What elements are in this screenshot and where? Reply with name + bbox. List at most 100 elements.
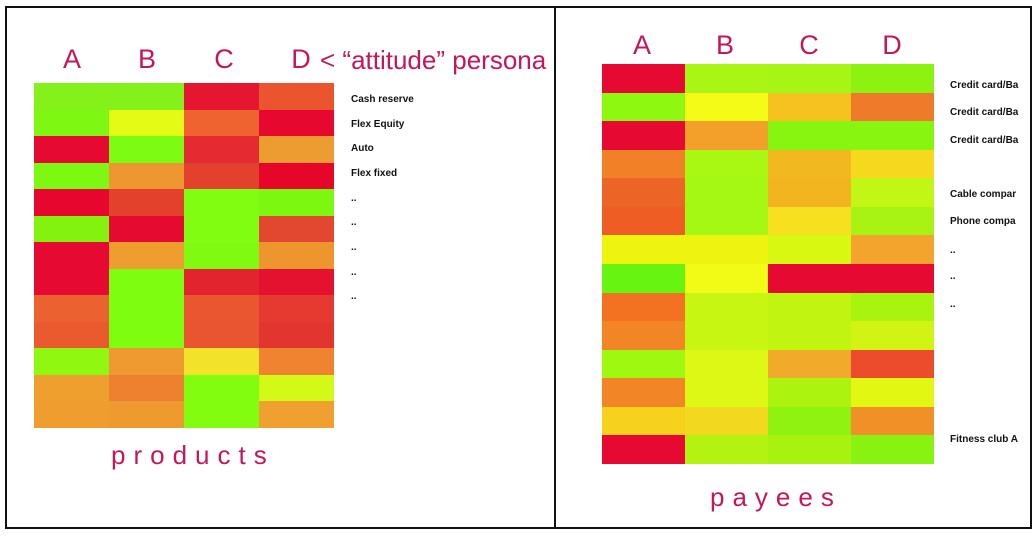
payees-cell-r13-d [851, 407, 934, 435]
payees-cell-r7-c [768, 235, 851, 264]
products-cell-r9-d [259, 295, 334, 322]
products-cell-r2-c [184, 110, 259, 136]
payees-heatmap-grid [602, 64, 934, 464]
payees-cell-r4-b [685, 150, 768, 178]
products-cell-r12-a [34, 375, 109, 401]
payees-cell-r14-a [602, 435, 685, 464]
products-cell-r5-c [184, 189, 259, 216]
products-cell-r9-a [34, 295, 109, 322]
products-cell-r5-d [259, 189, 334, 216]
products-column-label-d: D [291, 44, 311, 74]
products-cell-r7-c [184, 242, 259, 269]
products-column-label-a: A [62, 44, 82, 74]
products-cell-r8-b [109, 269, 184, 295]
payees-cell-r9-b [685, 293, 768, 321]
payees-cell-r13-a [602, 407, 685, 435]
payees-cell-r7-a [602, 235, 685, 264]
products-row-label: .. [351, 217, 357, 228]
payees-cell-r8-b [685, 264, 768, 293]
payees-cell-r5-b [685, 178, 768, 207]
products-axis-title: products [111, 440, 275, 470]
payees-cell-r3-d [851, 121, 934, 150]
products-cell-r4-a [34, 163, 109, 189]
products-row-label: Auto [351, 143, 374, 154]
payees-cell-r6-a [602, 207, 685, 235]
products-column-label-c: C [214, 44, 234, 74]
products-cell-r13-d [259, 401, 334, 428]
payees-cell-r3-b [685, 121, 768, 150]
payees-cell-r5-c [768, 178, 851, 207]
products-cell-r8-a [34, 269, 109, 295]
payees-cell-r12-d [851, 378, 934, 407]
payees-cell-r1-d [851, 64, 934, 93]
payees-cell-r8-a [602, 264, 685, 293]
payees-cell-r1-b [685, 64, 768, 93]
products-cell-r11-d [259, 348, 334, 375]
products-cell-r8-c [184, 269, 259, 295]
products-column-label-b: B [137, 44, 157, 74]
products-cell-r1-b [109, 83, 184, 110]
payees-cell-r8-c [768, 264, 851, 293]
products-cell-r12-d [259, 375, 334, 401]
products-cell-r3-b [109, 136, 184, 163]
payees-cell-r14-b [685, 435, 768, 464]
products-cell-r2-a [34, 110, 109, 136]
payees-cell-r9-d [851, 293, 934, 321]
products-cell-r10-d [259, 322, 334, 348]
products-cell-r7-b [109, 242, 184, 269]
payees-column-label-a: A [632, 30, 652, 60]
payees-row-label: .. [950, 299, 956, 310]
products-row-label: .. [351, 291, 357, 302]
products-cell-r2-b [109, 110, 184, 136]
payees-cell-r1-a [602, 64, 685, 93]
products-heatmap-grid [34, 83, 334, 428]
payees-column-label-c: C [799, 30, 819, 60]
products-cell-r13-a [34, 401, 109, 428]
payees-row-label: .. [950, 271, 956, 282]
products-cell-r11-c [184, 348, 259, 375]
products-cell-r1-a [34, 83, 109, 110]
payees-cell-r6-b [685, 207, 768, 235]
products-row-label: .. [351, 267, 357, 278]
products-row-label: Flex fixed [351, 168, 398, 179]
products-cell-r10-b [109, 322, 184, 348]
payees-cell-r5-d [851, 178, 934, 207]
payees-row-label: .. [950, 245, 956, 256]
products-cell-r1-d [259, 83, 334, 110]
products-cell-r9-c [184, 295, 259, 322]
payees-cell-r7-d [851, 235, 934, 264]
payees-axis-title: payees [710, 482, 842, 512]
payees-cell-r4-a [602, 150, 685, 178]
payees-row-label: Credit card/Ba [950, 107, 1019, 118]
payees-cell-r14-d [851, 435, 934, 464]
products-cell-r10-a [34, 322, 109, 348]
payees-cell-r7-b [685, 235, 768, 264]
payees-cell-r12-b [685, 378, 768, 407]
payees-row-label: Credit card/Ba [950, 80, 1019, 91]
payees-cell-r9-a [602, 293, 685, 321]
products-row-label: Flex Equity [351, 119, 405, 130]
products-cell-r11-b [109, 348, 184, 375]
payees-cell-r8-d [851, 264, 934, 293]
payees-heatmap-panel: A B C D Credit card/Ba Credit card/Ba Cr… [554, 6, 1032, 529]
payees-cell-r2-d [851, 93, 934, 121]
products-cell-r12-b [109, 375, 184, 401]
payees-row-label: Fitness club A [950, 434, 1018, 445]
products-cell-r5-b [109, 189, 184, 216]
products-cell-r13-c [184, 401, 259, 428]
payees-row-label: Credit card/Ba [950, 135, 1019, 146]
products-cell-r4-c [184, 163, 259, 189]
payees-cell-r2-b [685, 93, 768, 121]
products-cell-r4-d [259, 163, 334, 189]
products-row-label: Cash reserve [351, 94, 414, 105]
payees-cell-r10-c [768, 321, 851, 350]
payees-row-label: Phone compa [950, 216, 1016, 227]
payees-cell-r1-c [768, 64, 851, 93]
payees-cell-r4-c [768, 150, 851, 178]
products-cell-r4-b [109, 163, 184, 189]
products-cell-r1-c [184, 83, 259, 110]
payees-cell-r4-d [851, 150, 934, 178]
payees-cell-r11-a [602, 350, 685, 378]
payees-cell-r14-c [768, 435, 851, 464]
payees-cell-r12-a [602, 378, 685, 407]
